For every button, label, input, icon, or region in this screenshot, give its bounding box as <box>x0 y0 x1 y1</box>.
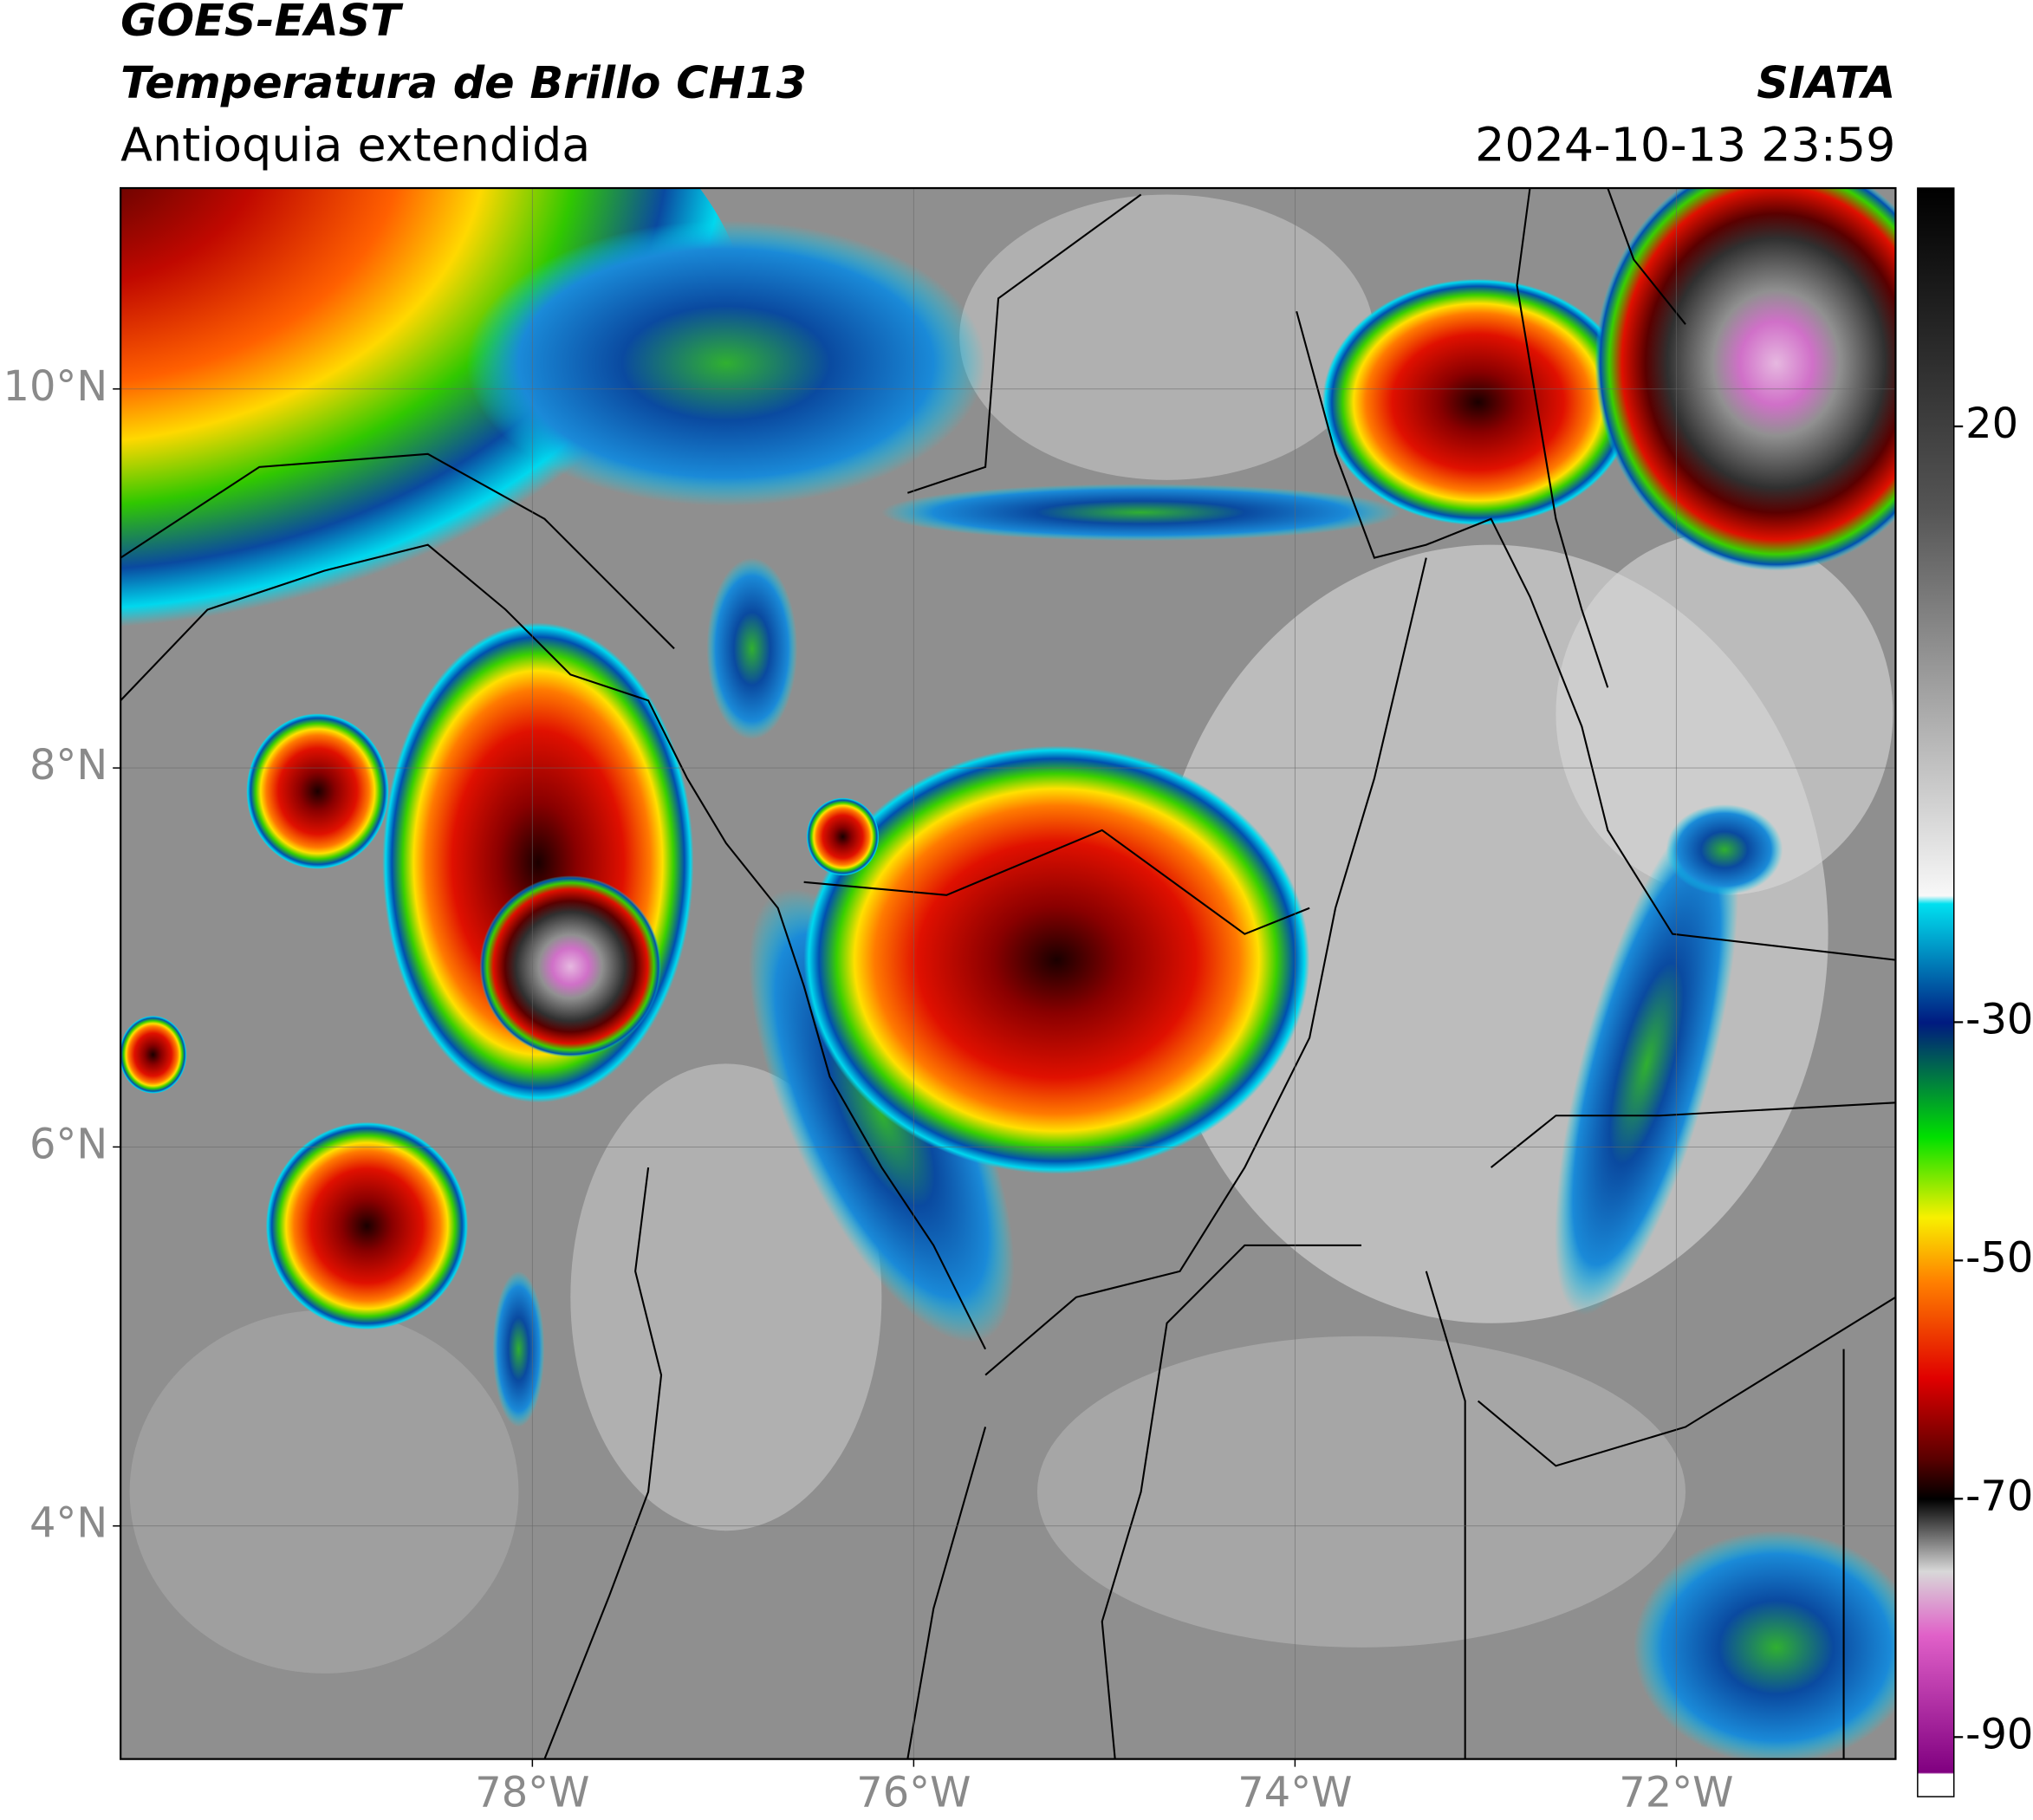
lon-tick-label: 72°W <box>1619 1770 1733 1817</box>
satellite-image <box>120 188 1896 1759</box>
lon-tick-label: 74°W <box>1237 1770 1352 1817</box>
lat-tick-label: 6°N <box>29 1121 107 1168</box>
lat-tick-label: 8°N <box>29 742 107 790</box>
timestamp: 2024-10-13 23:59 <box>1475 117 1895 172</box>
colorbar-tick-label: -30 <box>1965 996 2033 1043</box>
lon-tick-label: 78°W <box>475 1770 589 1817</box>
map-frame <box>120 186 1897 1760</box>
subtitle: Antioquia extendida <box>120 117 590 172</box>
grid <box>120 188 1896 1759</box>
title: Temperatura de Brillo CH13 <box>120 57 807 108</box>
colorbar-tick-label: -50 <box>1965 1234 2033 1282</box>
agency: SIATA <box>1757 57 1895 108</box>
colorbar-tick-label: -90 <box>1965 1711 2033 1758</box>
title: GOES-EAST <box>120 0 404 46</box>
lat-tick-label: 10°N <box>3 363 108 411</box>
colorbar-tick-label: -70 <box>1965 1472 2033 1520</box>
lon-tick-label: 76°W <box>856 1770 971 1817</box>
lat-tick-label: 4°N <box>29 1500 107 1548</box>
colorbar <box>1917 187 1955 1797</box>
colorbar-tick-label: 20 <box>1965 400 2018 448</box>
